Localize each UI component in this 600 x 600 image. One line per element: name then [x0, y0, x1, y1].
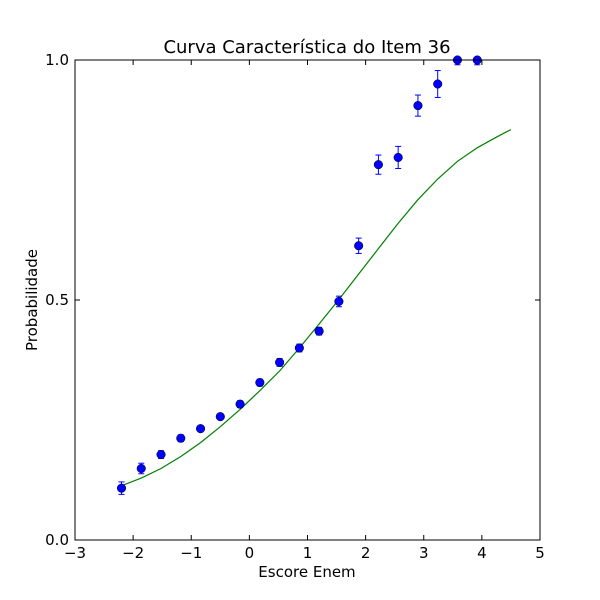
data-point — [373, 160, 383, 170]
y-axis-label: Probabilidade — [23, 249, 41, 351]
tick-layer: −3 −2 −1 0 1 2 3 4 5 0.0 0.5 1.0 — [45, 51, 545, 562]
x-axis-label: Escore Enem — [258, 563, 355, 581]
fitted-curve-line — [121, 129, 512, 487]
x-tick-label: 5 — [535, 544, 545, 562]
y-tick-label: 0.0 — [45, 531, 69, 549]
x-tick-label: −3 — [64, 544, 86, 562]
data-point — [413, 101, 423, 111]
data-point — [393, 152, 403, 162]
data-point — [196, 424, 206, 434]
x-tick-label: −2 — [122, 544, 144, 562]
data-point — [314, 326, 324, 336]
data-point — [156, 450, 166, 460]
chart-title: Curva Característica do Item 36 — [163, 37, 450, 58]
data-point — [215, 412, 225, 422]
plot-layer — [116, 55, 512, 495]
data-point — [294, 343, 304, 353]
data-point — [136, 463, 146, 474]
x-tick-label: 1 — [303, 544, 313, 562]
x-tick-label: 3 — [419, 544, 429, 562]
x-tick-label: 0 — [245, 544, 255, 562]
data-point — [255, 378, 265, 388]
x-tick-label: 4 — [477, 544, 487, 562]
data-point — [275, 357, 285, 367]
data-point — [433, 79, 443, 89]
data-point — [116, 483, 127, 493]
data-point — [176, 433, 186, 443]
data-point — [354, 241, 364, 251]
x-tick-label: 2 — [361, 544, 371, 562]
x-tick-label: −1 — [180, 544, 202, 562]
y-tick-label: 1.0 — [45, 51, 69, 69]
y-tick-label: 0.5 — [45, 291, 69, 309]
data-point — [235, 399, 245, 409]
data-point — [334, 296, 344, 306]
